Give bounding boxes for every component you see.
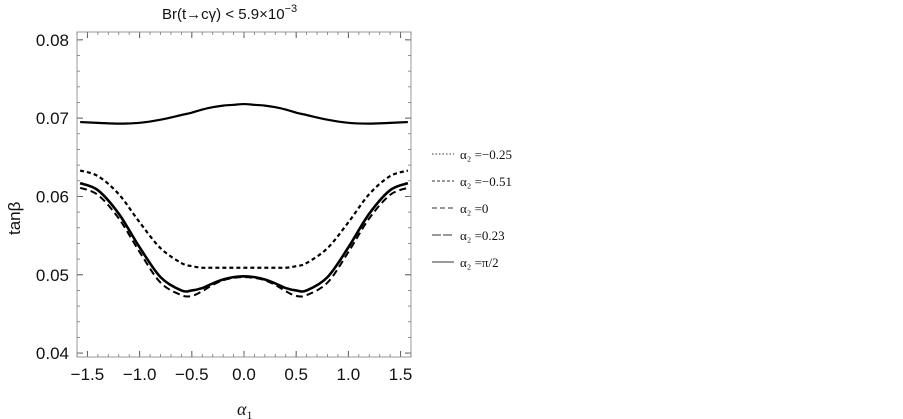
x-axis-label-sub: 1 — [246, 408, 252, 419]
series-line-0 — [80, 102, 408, 125]
x-tick-label: 1.0 — [337, 365, 361, 384]
legend-label: α₂ =−0.25 — [460, 147, 512, 162]
x-tick-label: −1.0 — [123, 365, 157, 384]
axis-layer: −1.5 −1.0 −0.5 0.0 0.5 1.0 1.5 0.04 0.05 0.06 0.07… — [36, 31, 412, 384]
x-axis-label: α1 — [237, 399, 252, 419]
y-tick-label: 0.08 — [36, 31, 69, 50]
legend-label: α₂ =0 — [460, 201, 488, 216]
y-tick-label: 0.06 — [36, 187, 69, 206]
x-axis-label-main: α — [237, 399, 247, 419]
x-tick-label: 0.0 — [232, 365, 256, 384]
plot-frame — [76, 31, 412, 358]
series-layer — [79, 102, 409, 298]
y-tick-label: 0.07 — [36, 109, 69, 128]
chart-title-exponent: −3 — [285, 3, 298, 15]
chart-title: Br(t→cγ) < 5.9×10−3 — [162, 3, 297, 23]
legend-label: α₂ =π/2 — [460, 255, 499, 270]
chart-title-main: Br(t→cγ) < 5.9×10 — [162, 6, 285, 23]
series-line-2 — [79, 181, 409, 293]
y-tick-label: 0.04 — [36, 344, 69, 363]
y-tick-label: 0.05 — [36, 266, 69, 285]
x-tick-label: 1.5 — [389, 365, 413, 384]
x-tick-label: −0.5 — [175, 365, 209, 384]
legend: α₂ =−0.25 α₂ =−0.51 α₂ =0 α₂ =0.23 α₂ =π/2 — [432, 147, 512, 270]
series-line-3 — [79, 186, 409, 298]
series-line-1 — [79, 169, 409, 269]
y-axis-label: tanβ — [5, 201, 24, 235]
legend-label: α₂ =−0.51 — [460, 174, 512, 189]
legend-label: α₂ =0.23 — [460, 228, 505, 243]
x-tick-label: 0.5 — [284, 365, 308, 384]
x-tick-label: −1.5 — [71, 365, 105, 384]
